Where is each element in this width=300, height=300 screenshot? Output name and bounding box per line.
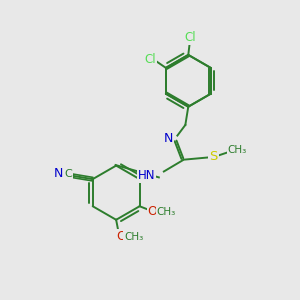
Text: N: N [53, 167, 63, 180]
Text: Cl: Cl [144, 52, 156, 65]
Text: CH₃: CH₃ [228, 145, 247, 155]
Text: N: N [163, 132, 173, 145]
Text: HN: HN [137, 169, 155, 182]
Text: CH₃: CH₃ [157, 207, 176, 218]
Text: S: S [209, 150, 218, 163]
Text: Cl: Cl [184, 31, 196, 44]
Text: CH₃: CH₃ [124, 232, 143, 242]
Text: O: O [148, 205, 158, 218]
Text: O: O [116, 230, 126, 243]
Text: C: C [64, 169, 72, 179]
